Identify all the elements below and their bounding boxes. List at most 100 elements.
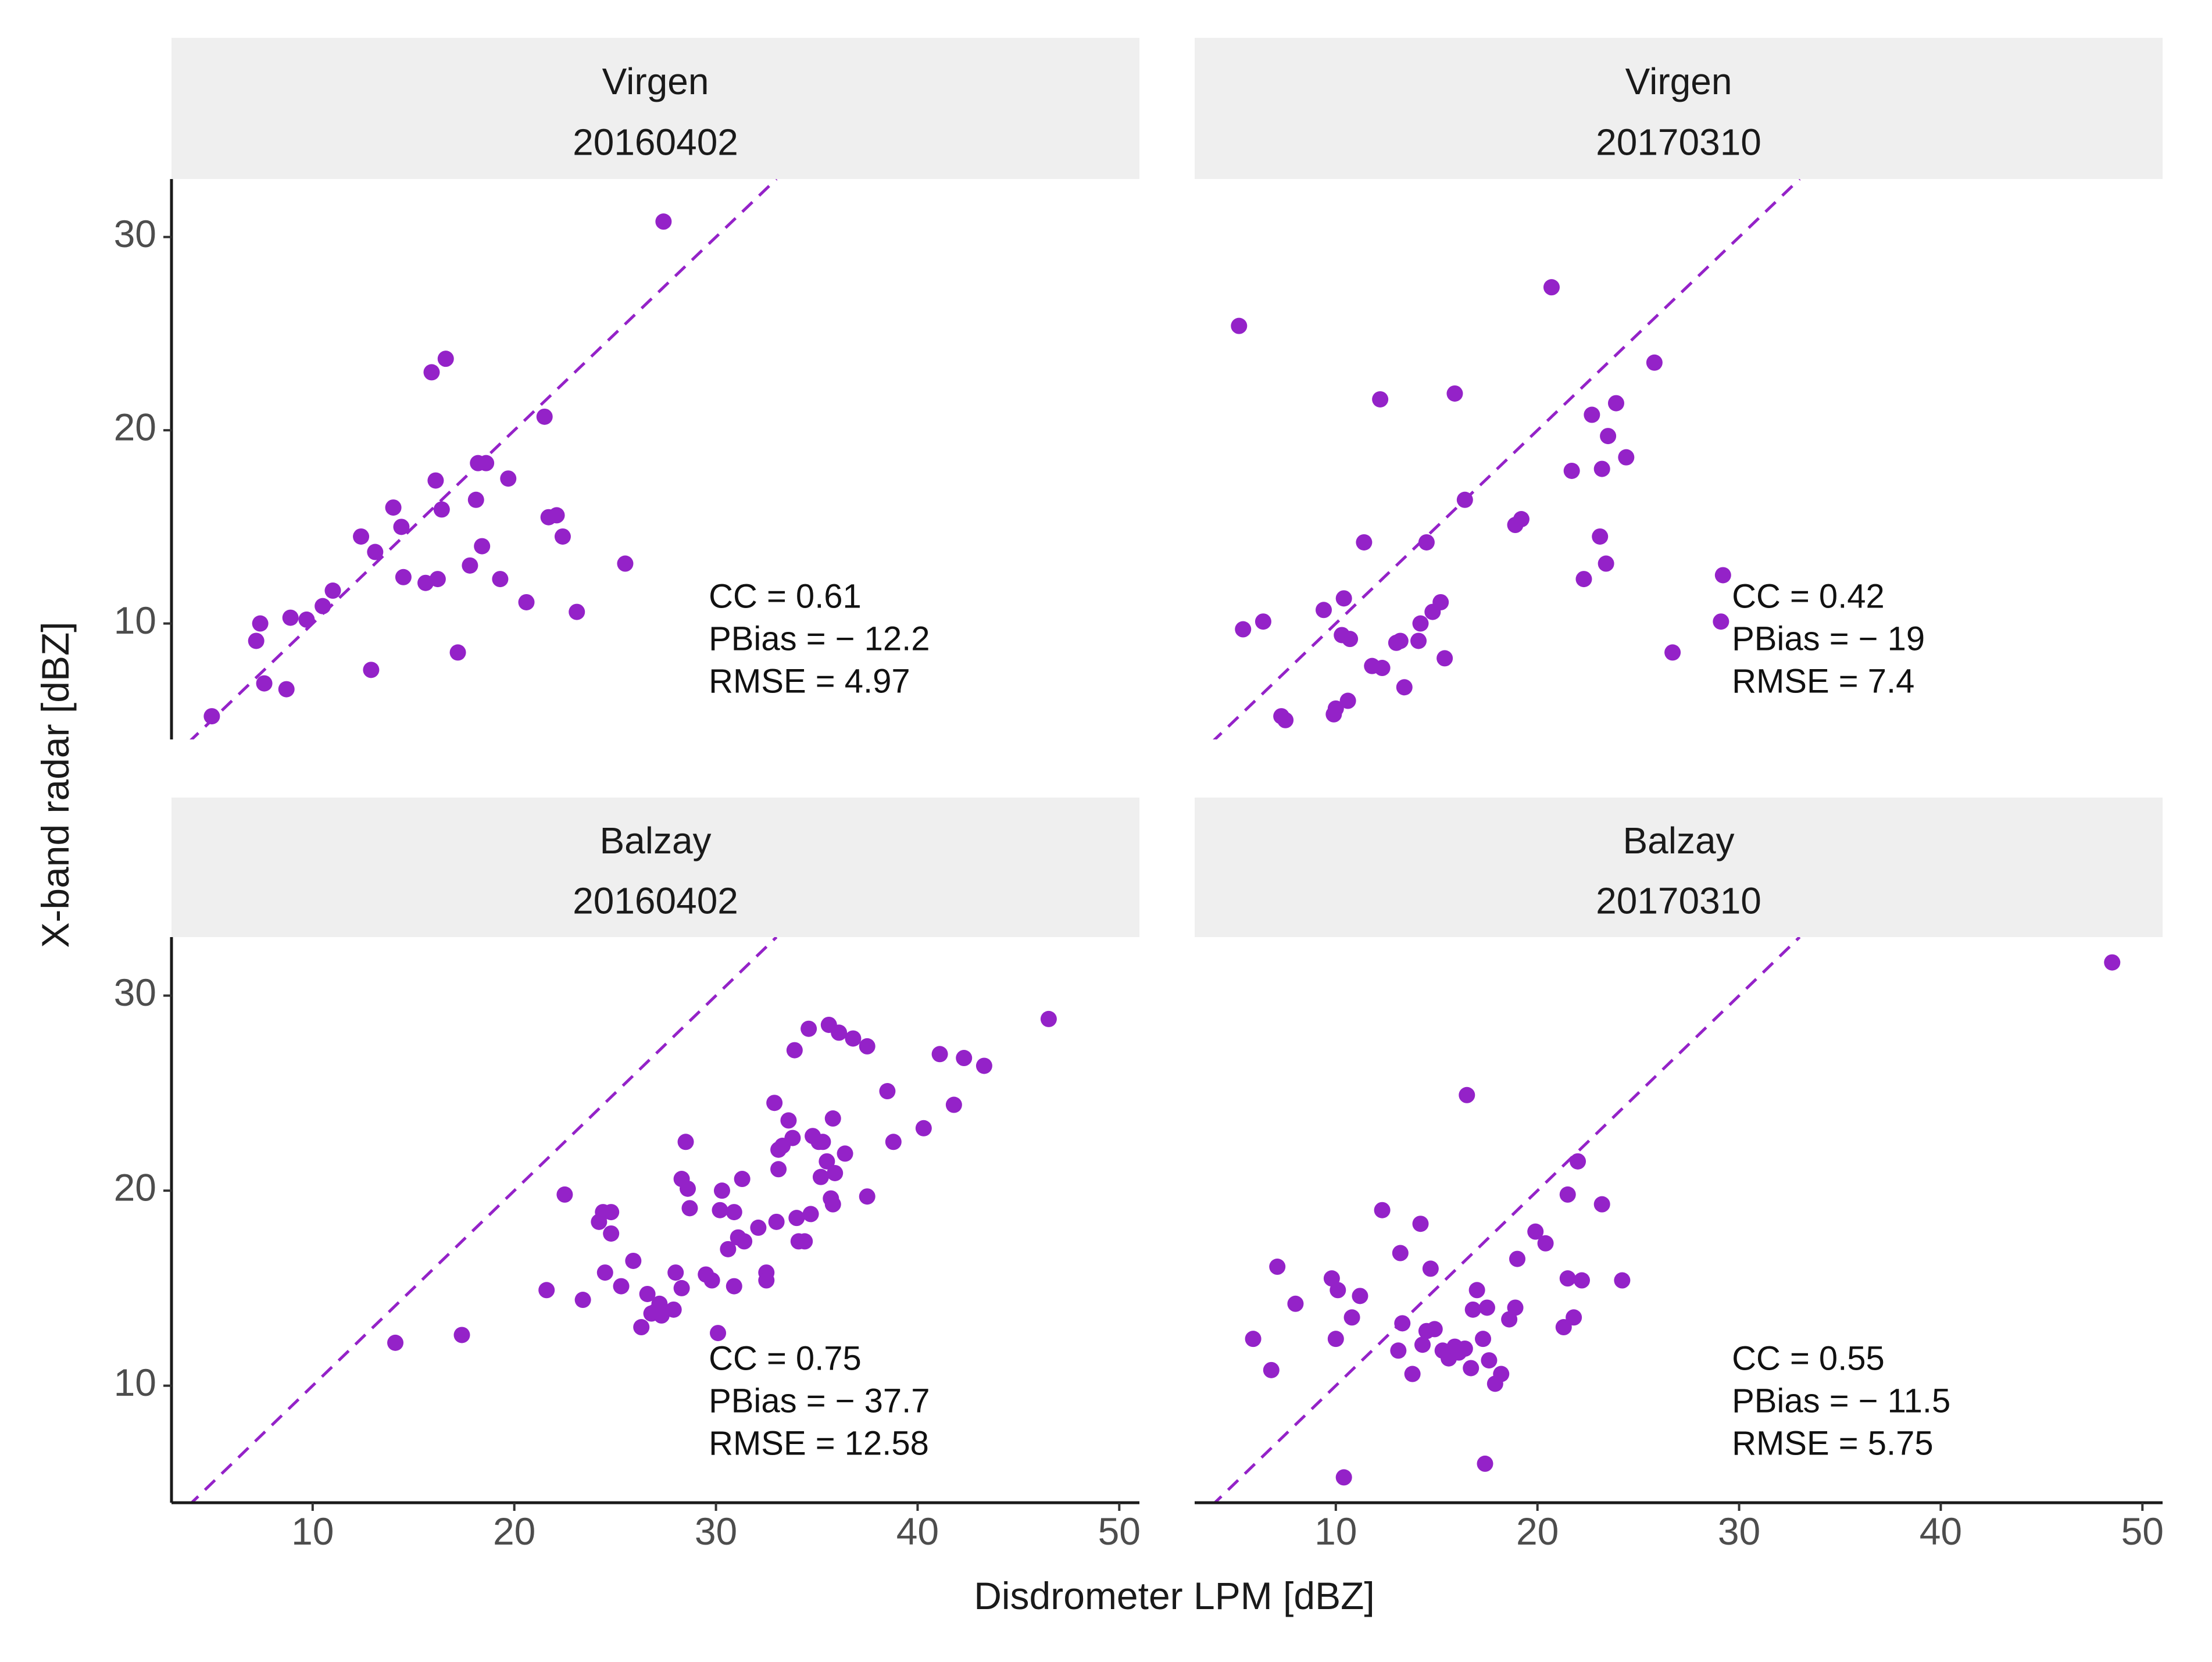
data-point <box>736 1233 753 1250</box>
data-point <box>617 555 634 572</box>
x-tick-label: 40 <box>1920 1510 1962 1553</box>
strip-site-label: Virgen <box>602 60 709 102</box>
data-point <box>766 1095 783 1111</box>
data-point <box>1390 1342 1407 1359</box>
data-point <box>478 455 495 471</box>
data-point <box>548 507 565 524</box>
one-to-one-line <box>190 937 778 1503</box>
data-point <box>1392 632 1409 649</box>
data-point <box>1543 279 1560 296</box>
data-point <box>1412 1216 1429 1232</box>
data-point <box>680 1180 696 1197</box>
x-tick-label: 20 <box>1516 1510 1559 1553</box>
data-point <box>1714 567 1731 584</box>
data-point <box>387 1334 404 1351</box>
data-point <box>1339 692 1356 709</box>
data-point <box>453 1327 470 1343</box>
data-point <box>1335 590 1352 607</box>
data-point <box>367 544 384 560</box>
data-point <box>1575 571 1592 588</box>
data-point <box>596 1264 613 1281</box>
stat-rmse: RMSE = 4.97 <box>709 662 910 700</box>
strip-site-label: Balzay <box>1623 820 1734 862</box>
data-point <box>931 1046 948 1063</box>
strip-header <box>171 798 1139 937</box>
data-point <box>673 1279 690 1296</box>
strip-date-label: 20160402 <box>573 880 738 921</box>
data-point <box>1607 395 1624 412</box>
stat-rmse: RMSE = 7.4 <box>1732 662 1914 700</box>
data-point <box>1527 1223 1544 1240</box>
data-point <box>1475 1331 1492 1348</box>
data-point <box>956 1050 973 1067</box>
strip-date-label: 20160402 <box>573 121 738 163</box>
data-point <box>1614 1272 1631 1289</box>
data-point <box>449 644 466 661</box>
data-point <box>1374 1202 1391 1218</box>
data-point <box>256 675 273 692</box>
one-to-one-line <box>1213 937 1801 1503</box>
data-point <box>713 1182 730 1199</box>
x-tick-label: 50 <box>1098 1510 1141 1553</box>
data-point <box>1412 615 1429 632</box>
data-point <box>837 1145 853 1162</box>
data-point <box>437 351 454 367</box>
data-point <box>252 615 269 632</box>
x-tick-label: 30 <box>695 1510 737 1553</box>
stat-rmse: RMSE = 5.75 <box>1732 1424 1934 1462</box>
data-point <box>500 470 517 487</box>
stat-rmse: RMSE = 12.58 <box>709 1424 929 1462</box>
data-point <box>633 1319 650 1336</box>
data-point <box>1327 700 1344 717</box>
data-point <box>385 499 402 516</box>
data-point <box>1335 1469 1352 1486</box>
x-tick-label: 10 <box>291 1510 334 1553</box>
strip-site-label: Balzay <box>599 820 711 862</box>
data-point <box>1392 1245 1409 1261</box>
strip-date-label: 20170310 <box>1596 880 1761 921</box>
data-point <box>1456 491 1473 508</box>
data-point <box>784 1130 801 1146</box>
data-point <box>885 1134 902 1150</box>
data-point <box>278 681 295 698</box>
stat-cc: CC = 0.61 <box>709 577 862 615</box>
data-point <box>492 571 509 588</box>
data-point <box>536 408 553 425</box>
data-point <box>814 1134 831 1150</box>
x-tick-label: 20 <box>493 1510 535 1553</box>
data-point <box>1509 1250 1525 1267</box>
data-point <box>1664 644 1681 661</box>
data-point <box>1493 1366 1510 1382</box>
data-point <box>788 1210 805 1227</box>
data-point <box>915 1120 932 1136</box>
data-point <box>879 1083 896 1100</box>
data-point <box>1343 1309 1360 1326</box>
y-tick-label: 10 <box>114 1361 156 1404</box>
data-point <box>1316 602 1332 619</box>
x-axis-title: Disdrometer LPM [dBZ] <box>974 1574 1375 1617</box>
data-point <box>538 1282 555 1299</box>
data-point <box>324 582 341 599</box>
data-point <box>1436 650 1453 667</box>
data-point <box>1356 534 1373 551</box>
data-point <box>554 528 571 545</box>
data-point <box>1477 1455 1493 1472</box>
data-point <box>427 472 444 489</box>
data-point <box>827 1164 844 1181</box>
data-point <box>1414 1336 1431 1353</box>
data-point <box>1468 1282 1485 1299</box>
data-point <box>945 1096 962 1113</box>
data-point <box>824 1196 841 1213</box>
data-point <box>639 1285 656 1302</box>
strip-header <box>1195 798 2163 937</box>
data-point <box>1537 1235 1554 1252</box>
y-tick-label: 30 <box>114 212 156 255</box>
data-point <box>1426 1321 1443 1338</box>
data-point <box>462 557 478 574</box>
data-point <box>802 1206 819 1223</box>
data-point <box>796 1233 813 1250</box>
strip-header <box>171 38 1139 179</box>
data-point <box>812 1168 829 1185</box>
data-point <box>1394 1315 1411 1332</box>
data-point <box>315 598 331 614</box>
